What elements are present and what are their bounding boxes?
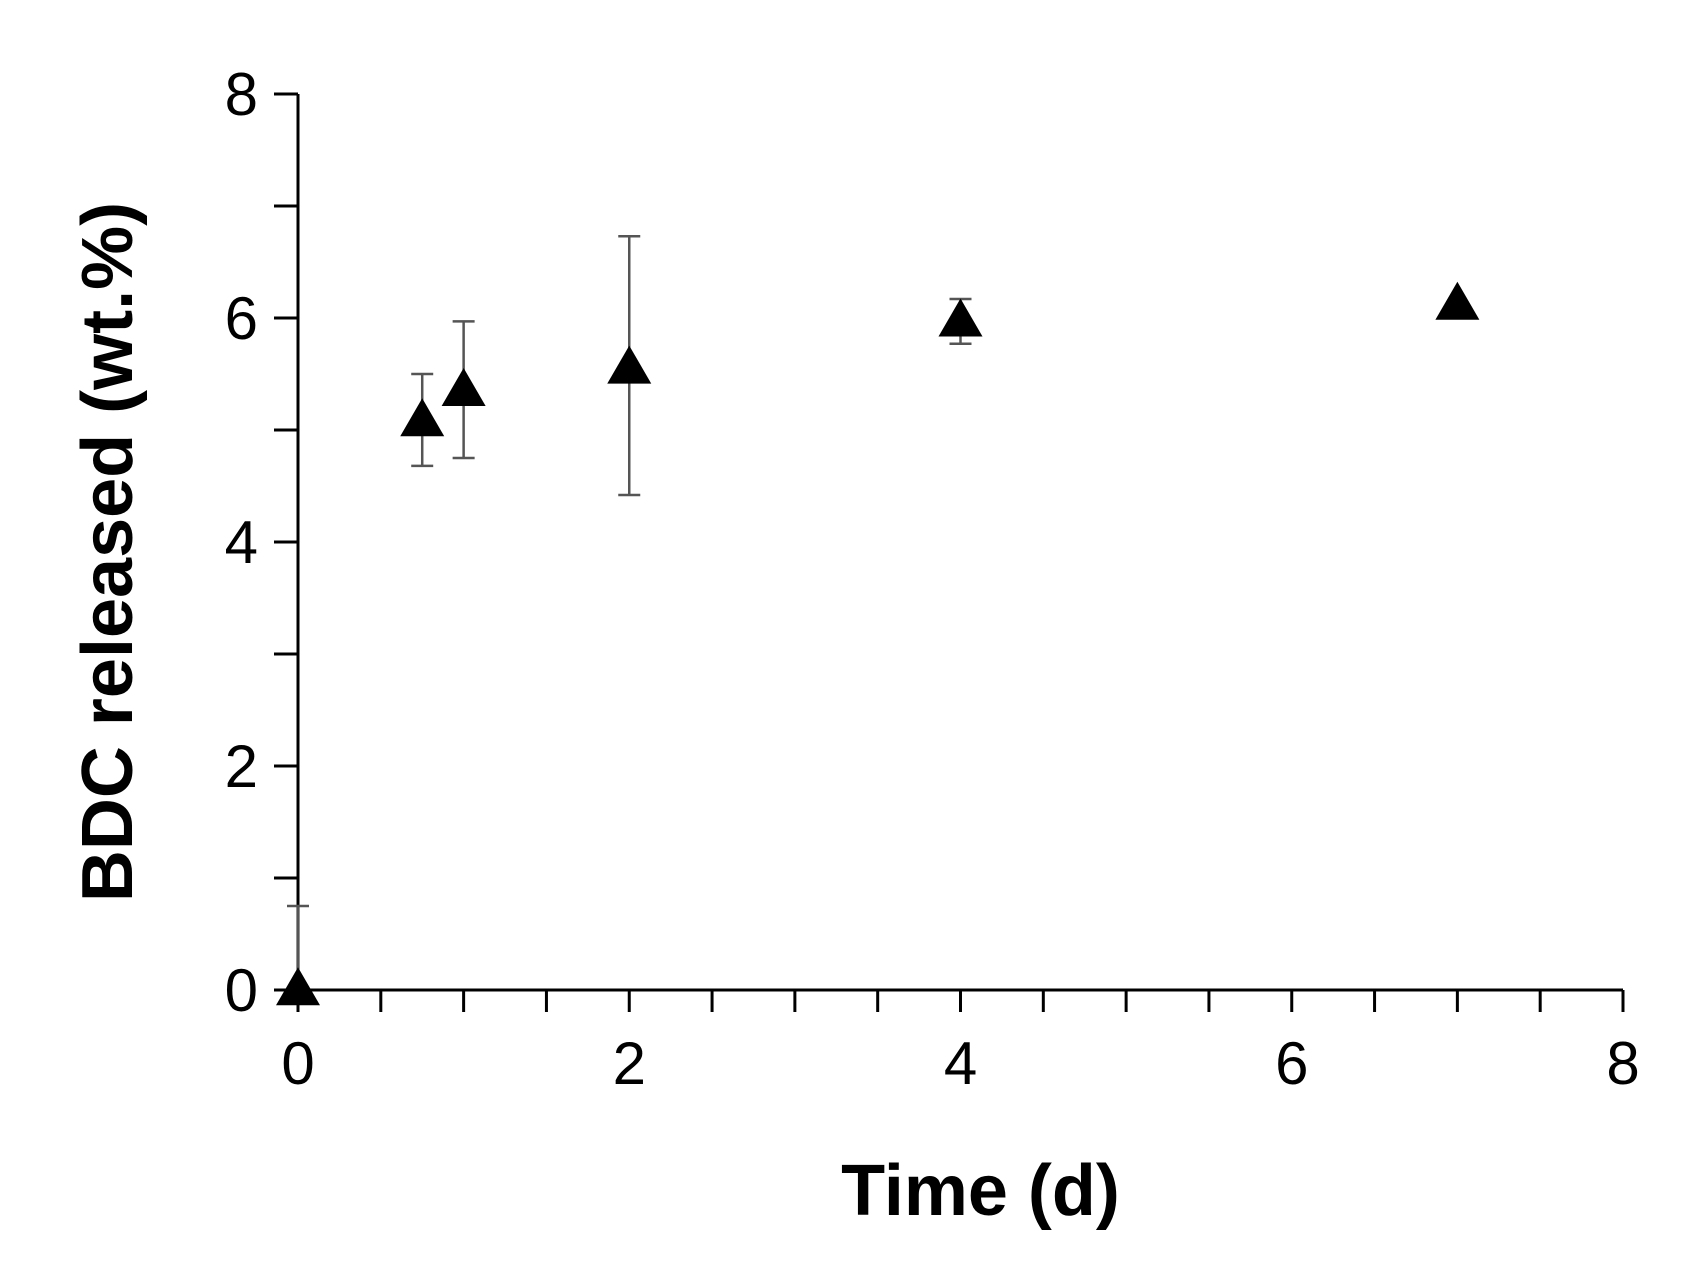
x-tick-label: 2 <box>613 1030 646 1097</box>
x-axis-title: Time (d) <box>841 1151 1120 1231</box>
x-tick-label: 8 <box>1606 1030 1639 1097</box>
x-tick-label: 6 <box>1275 1030 1308 1097</box>
x-tick-label: 4 <box>944 1030 977 1097</box>
data-point <box>607 345 652 384</box>
plot-area: 0 2 4 6 8 0 2 4 6 8 <box>225 61 1640 1097</box>
data-point <box>1435 281 1480 320</box>
y-tick-label: 0 <box>225 957 258 1024</box>
data-point <box>400 398 445 437</box>
y-tick-label: 2 <box>225 733 258 800</box>
y-tick-label: 6 <box>225 285 258 352</box>
data-point <box>441 368 486 406</box>
y-axis-title: BDC released (wt.%) <box>68 202 148 902</box>
y-tick-label: 8 <box>225 61 258 128</box>
x-tick-label: 0 <box>281 1030 314 1097</box>
y-tick-label: 4 <box>225 509 258 576</box>
data-point <box>938 298 983 337</box>
data-point <box>276 967 320 1006</box>
